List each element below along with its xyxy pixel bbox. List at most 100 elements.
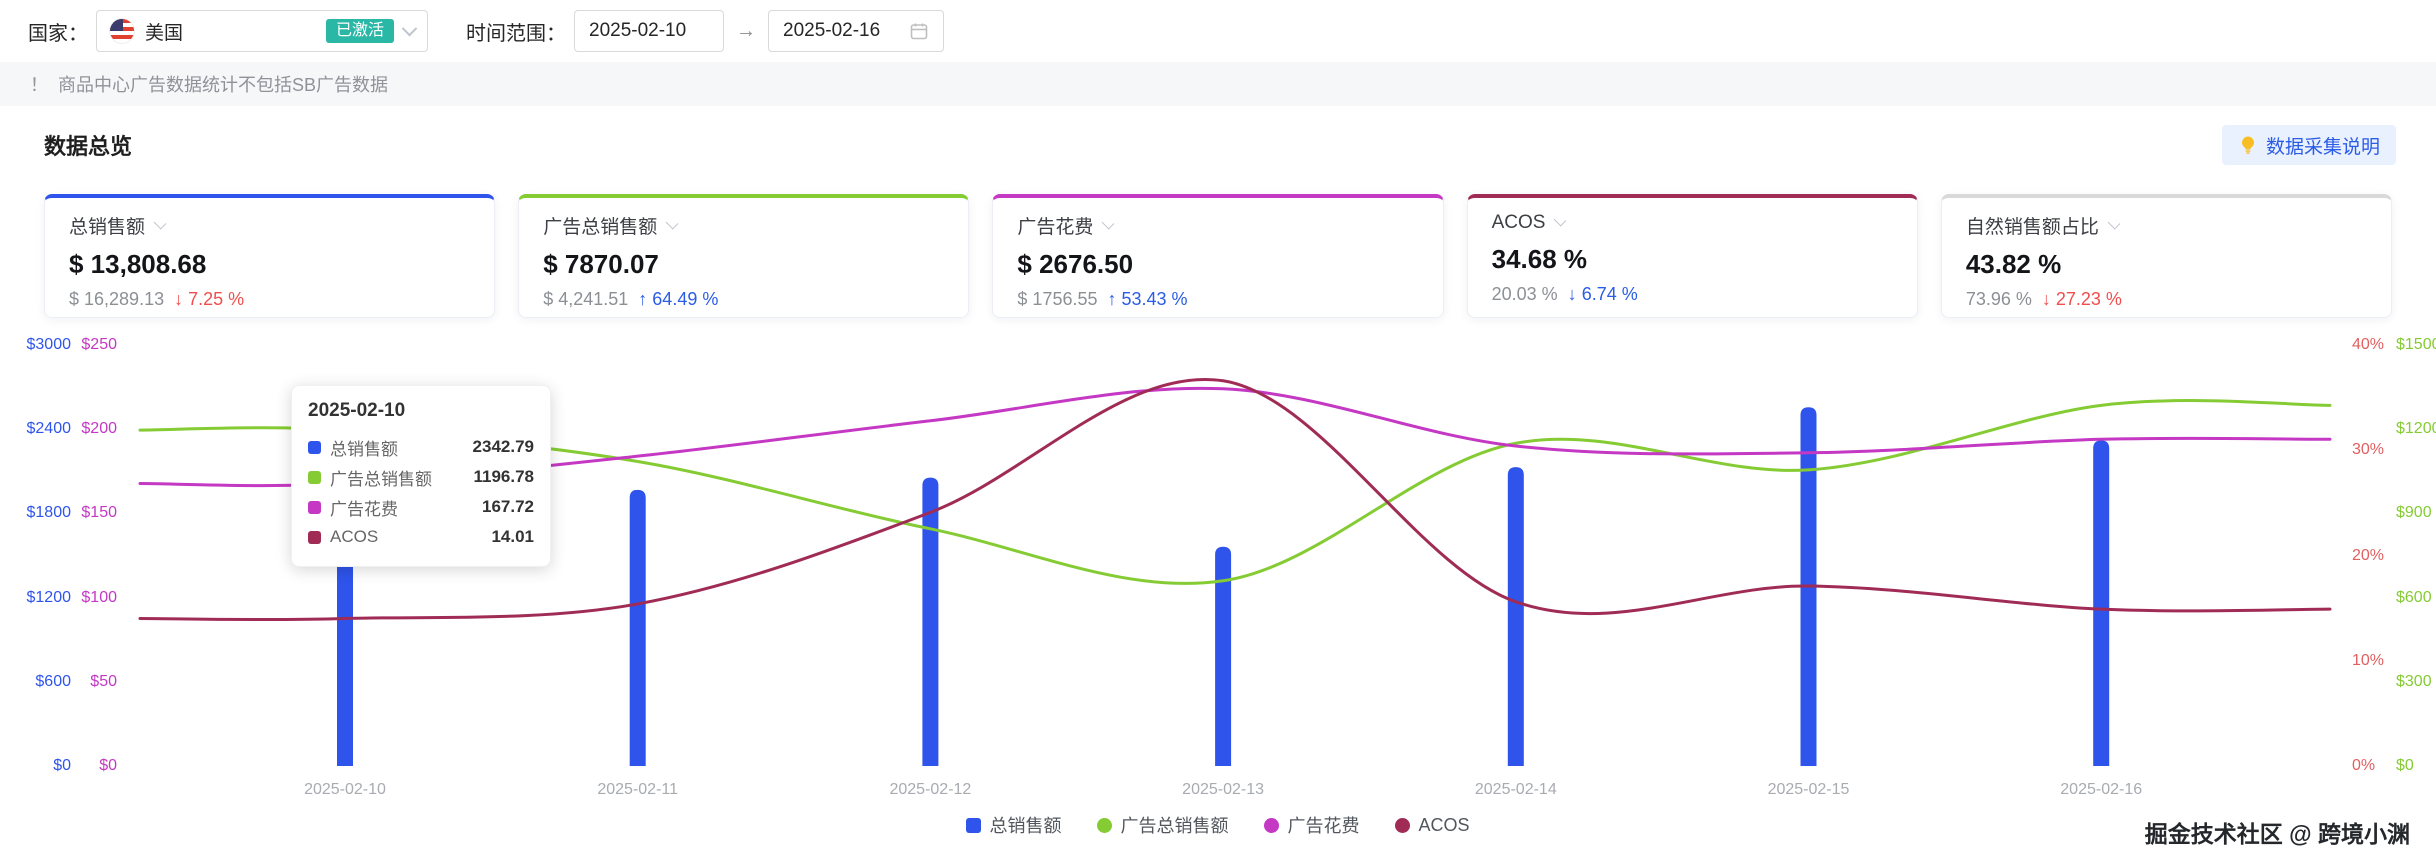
card-value: $ 2676.50 <box>1017 249 1134 279</box>
axis-tick-label: $1500 <box>2396 336 2436 353</box>
date-range-label: 时间范围： <box>466 22 566 45</box>
card-comparison: 20.03 % ↓ 6.74 % <box>1492 284 1893 305</box>
range-arrow-icon: → <box>736 19 756 42</box>
legend-label: 总销售额 <box>989 816 1062 836</box>
axis-tick-label: $2400 <box>26 420 72 438</box>
chart-legend: 总销售额 广告总销售额 广告花费 ACOS <box>0 812 2436 838</box>
bar[interactable] <box>629 489 646 766</box>
start-date-input[interactable]: 2025-02-10 <box>574 10 724 52</box>
chevron-down-icon <box>2107 216 2121 230</box>
bar[interactable] <box>1507 467 1524 766</box>
card-delta: ↑ 53.43 % <box>1107 289 1187 310</box>
us-flag-icon <box>109 18 135 44</box>
axis-tick-label: $1200 <box>2396 420 2436 438</box>
previous-value: 73.96 % <box>1965 289 2032 309</box>
previous-value: $ 16,289.13 <box>69 289 165 309</box>
chevron-down-icon <box>665 216 679 230</box>
series-value: 1196.78 <box>473 467 534 486</box>
axis-tick-label: 10% <box>2352 651 2385 669</box>
card-title: 广告总销售额 <box>543 217 658 238</box>
card-title-row[interactable]: 广告总销售额 <box>543 212 944 239</box>
axis-tick-label: 40% <box>2352 336 2385 353</box>
card-title-row[interactable]: 自然销售额占比 <box>1966 212 2367 239</box>
card-delta: ↓ 7.25 % <box>174 289 244 310</box>
overview-header: 数据总览 数据采集说明 <box>0 124 2436 166</box>
axis-tick-label: $0 <box>53 757 71 774</box>
line-series[interactable] <box>138 399 2332 585</box>
series-name: 总销售额 <box>330 439 398 459</box>
card-title-row[interactable]: 广告花费 <box>1017 212 1418 239</box>
chevron-down-icon <box>1554 213 1567 227</box>
bar[interactable] <box>337 437 353 766</box>
previous-value: $ 4,241.51 <box>543 289 629 309</box>
country-label: 国家： <box>28 22 88 45</box>
country-select[interactable]: 美国 已激活 <box>96 10 428 52</box>
delta-arrow-icon: ↓ <box>2041 289 2051 309</box>
bar[interactable] <box>1215 546 1232 766</box>
help-button-label: 数据采集说明 <box>2265 136 2380 158</box>
delta-value: 53.43 % <box>1121 289 1188 309</box>
x-axis-label: 2025-02-12 <box>889 781 972 798</box>
delta-value: 27.23 % <box>2055 289 2122 309</box>
bar[interactable] <box>2093 440 2110 766</box>
card-value: $ 7870.07 <box>543 249 659 279</box>
card-comparison: $ 16,289.13 ↓ 7.25 % <box>69 289 470 310</box>
card-title: 总销售额 <box>69 217 146 238</box>
stat-card-ad-sales: 广告总销售额 $ 7870.07 $ 4,241.51 ↑ 64.49 % <box>518 194 970 318</box>
series-name: ACOS <box>330 527 379 546</box>
card-comparison: $ 4,241.51 ↑ 64.49 % <box>543 289 944 310</box>
legend-item[interactable]: ACOS <box>1395 814 1470 836</box>
series-value: 2342.79 <box>472 437 534 456</box>
chevron-down-icon <box>153 216 167 230</box>
card-title: 广告花费 <box>1017 217 1094 238</box>
card-comparison: 73.96 % ↓ 27.23 % <box>1966 289 2367 310</box>
axis-tick-label: $300 <box>2396 672 2432 690</box>
series-name: 广告花费 <box>330 499 398 519</box>
data-collection-help-button[interactable]: 数据采集说明 <box>2221 125 2396 165</box>
axis-tick-label: $150 <box>81 504 117 522</box>
delta-value: 64.49 % <box>652 289 719 309</box>
legend-label: ACOS <box>1418 814 1470 835</box>
card-title-row[interactable]: 总销售额 <box>69 212 470 239</box>
legend-item[interactable]: 广告总销售额 <box>1097 812 1228 838</box>
tooltip-date: 2025-02-10 <box>308 400 406 421</box>
axis-tick-label: $1800 <box>26 504 72 522</box>
axis-tick-label: $200 <box>81 420 117 438</box>
series-name: 广告总销售额 <box>330 469 432 489</box>
x-axis-label: 2025-02-16 <box>2060 781 2143 798</box>
stat-card-ad-spend: 广告花费 $ 2676.50 $ 1756.55 ↑ 53.43 % <box>992 194 1444 318</box>
axis-tick-label: $1200 <box>26 588 72 606</box>
stat-card-organic-ratio: 自然销售额占比 43.82 % 73.96 % ↓ 27.23 % <box>1940 194 2393 318</box>
line-series[interactable] <box>138 377 2332 622</box>
card-title-row[interactable]: ACOS <box>1492 212 1893 234</box>
end-date-input[interactable]: 2025-02-16 <box>768 10 944 52</box>
chevron-down-icon <box>1102 216 1115 230</box>
series-marker-icon <box>308 500 321 514</box>
delta-arrow-icon: ↓ <box>174 289 184 309</box>
card-value: $ 13,808.68 <box>69 249 207 279</box>
legend-item[interactable]: 总销售额 <box>966 812 1061 838</box>
previous-value: 20.03 % <box>1491 284 1558 304</box>
delta-arrow-icon: ↑ <box>1107 289 1117 309</box>
axis-tick-label: $900 <box>2396 504 2432 522</box>
country-value: 美国 <box>145 22 184 44</box>
axis-tick-label: $0 <box>99 757 117 774</box>
bar[interactable] <box>1800 407 1817 766</box>
stat-card-acos: ACOS 34.68 % 20.03 % ↓ 6.74 % <box>1466 194 1918 318</box>
axis-tick-label: $600 <box>2396 588 2432 606</box>
previous-value: $ 1756.55 <box>1017 289 1098 309</box>
tooltip-row: 广告花费 167.72 <box>308 492 534 522</box>
warning-icon: ！ <box>30 75 48 95</box>
notice-bar: ！ 商品中心广告数据统计不包括SB广告数据 <box>0 62 2436 106</box>
card-delta: ↓ 27.23 % <box>2042 289 2122 310</box>
line-series[interactable] <box>138 386 2332 488</box>
lightbulb-icon <box>2242 136 2254 154</box>
legend-item[interactable]: 广告花费 <box>1264 812 1359 838</box>
tooltip-row: ACOS 14.01 <box>308 522 534 552</box>
series-value: 14.01 <box>491 527 534 546</box>
bar[interactable] <box>922 477 939 766</box>
watermark: 掘金技术社区 @ 跨境小渊 <box>2144 821 2410 847</box>
legend-label: 广告花费 <box>1287 816 1360 836</box>
topbar: 国家： 美国 已激活 时间范围： 2025-02-10 → 2025-02-16 <box>0 0 2436 62</box>
